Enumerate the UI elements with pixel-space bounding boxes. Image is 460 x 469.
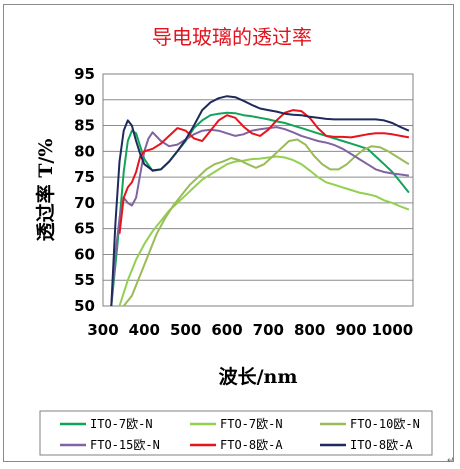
y-tick-label-2: 60 <box>74 245 95 263</box>
series-line-1 <box>118 155 410 307</box>
series-line-3 <box>110 126 410 307</box>
y-tick-label-9: 95 <box>74 65 95 83</box>
x-tick-label-0: 300 <box>87 321 118 339</box>
y-axis-label: 透过率 T/% <box>34 139 57 242</box>
y-tick-label-1: 55 <box>74 271 95 289</box>
x-tick-label-5: 800 <box>294 321 325 339</box>
x-axis-label: 波长/nm <box>219 365 298 388</box>
series-line-2 <box>122 138 410 307</box>
y-tick-label-3: 65 <box>74 220 95 238</box>
legend-label-4: FTO-8欧-A <box>220 438 283 452</box>
series-line-5 <box>110 95 410 307</box>
y-tick-label-8: 90 <box>74 91 95 109</box>
series-lines <box>110 95 410 307</box>
chart-title: 导电玻璃的透过率 <box>152 25 312 49</box>
x-tick-label-4: 700 <box>253 321 284 339</box>
y-tick-label-0: 50 <box>74 297 95 315</box>
chart-frame <box>3 4 454 462</box>
legend-label-0: ITO-7欧-N <box>90 417 153 431</box>
y-tick-label-7: 85 <box>74 117 95 135</box>
x-tick-label-6: 900 <box>335 321 366 339</box>
series-line-4 <box>118 109 410 234</box>
y-tick-label-5: 75 <box>74 168 95 186</box>
y-tick-label-6: 80 <box>74 142 95 160</box>
x-tick-label-1: 400 <box>129 321 160 339</box>
x-tick-label-2: 500 <box>170 321 201 339</box>
return-mark: ↵ <box>447 456 455 466</box>
x-tick-label-3: 600 <box>211 321 242 339</box>
legend-label-2: FTO-10欧-N <box>350 417 420 431</box>
tick-labels: 50 55 60 65 70 75 80 85 90 95 300 400 500 600 700 800 90… <box>74 65 413 339</box>
y-tick-label-4: 70 <box>74 194 95 212</box>
legend-label-3: FTO-15欧-N <box>90 438 160 452</box>
legend-label-5: ITO-8欧-A <box>350 438 413 452</box>
legend: ITO-7欧-N FTO-7欧-N FTO-10欧-N FTO-15欧-N FTO-8欧… <box>60 417 420 452</box>
x-tick-label-7: 1000 <box>371 321 413 339</box>
legend-box <box>39 410 433 456</box>
plot-area-border <box>102 73 414 307</box>
series-line-0 <box>110 111 410 307</box>
legend-label-1: FTO-7欧-N <box>220 417 283 431</box>
